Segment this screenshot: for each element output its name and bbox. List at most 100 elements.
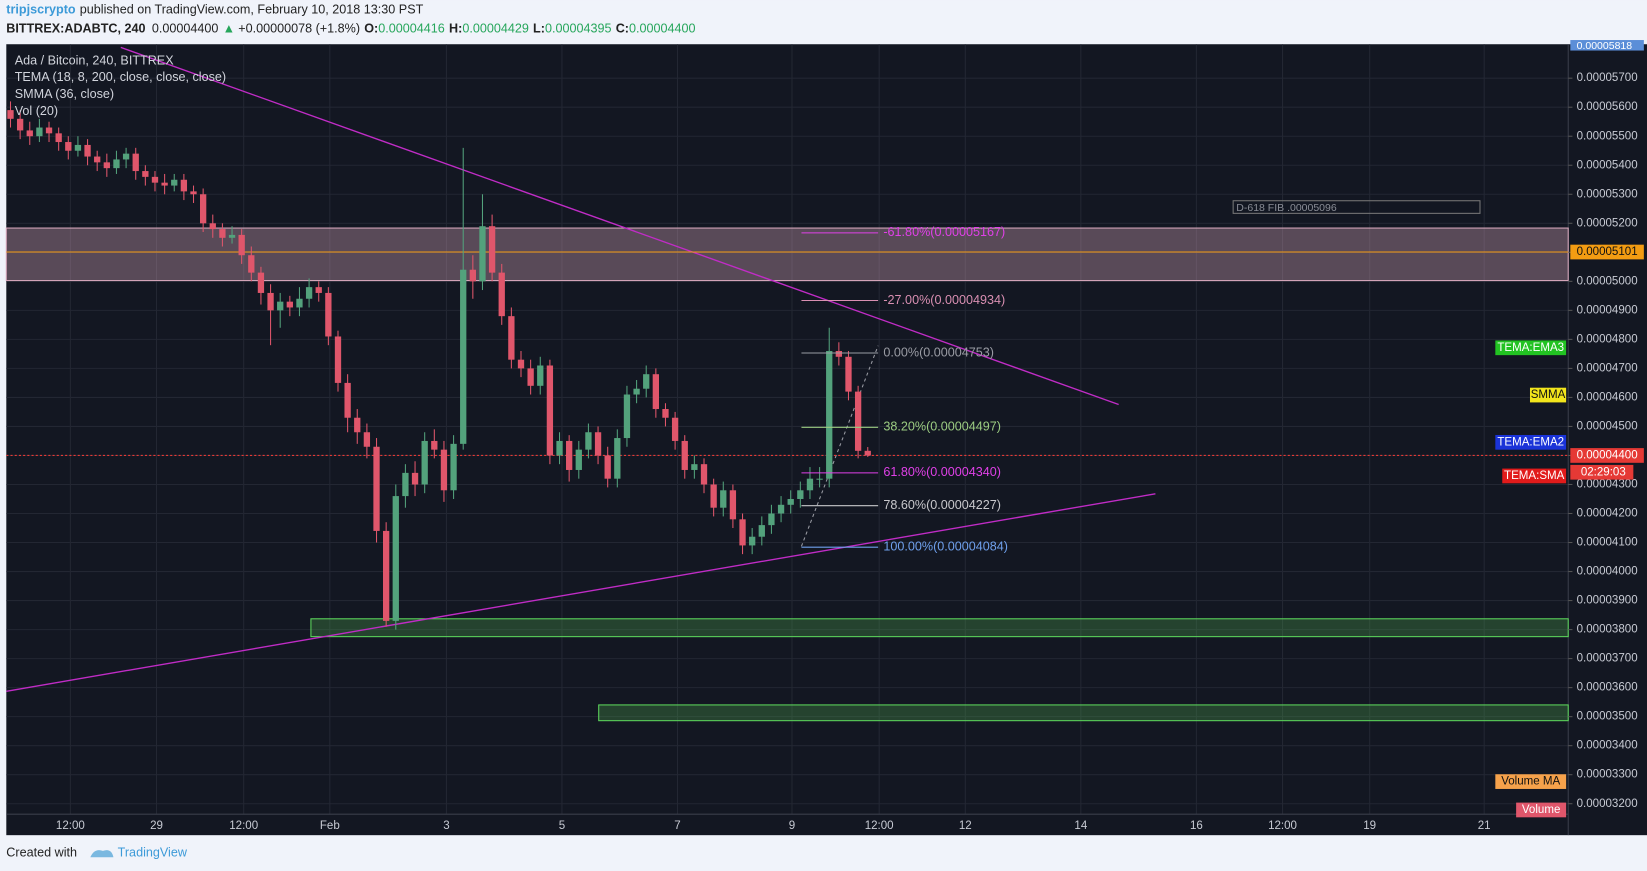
candle-body [566,440,573,470]
candle-body [614,438,621,479]
candle-body [517,359,525,369]
candle-body [527,368,534,386]
author: tripjscrypto [6,3,76,17]
l: 0.00004395 [545,22,612,36]
candle-body [354,417,361,433]
candle-body [122,153,130,160]
x-tick-label: 14 [1074,820,1087,832]
annotation: D-618 FIB .00005096 [1236,202,1337,214]
candle-body [739,519,746,546]
candle-body [450,443,457,491]
candle-body [248,255,255,273]
y-tick-label: 0.00005600 [1577,101,1638,113]
footer-created: Created with [6,845,77,859]
candle-body [45,127,53,134]
annotation-box [1232,200,1481,214]
indicator-tag [1495,340,1567,356]
candle-body [469,269,476,282]
candle-body [556,440,563,456]
y-tick-label: 0.00005400 [1577,159,1638,171]
y-tick-label: 0.00003200 [1577,798,1638,810]
header-line: tripjscrypto published on TradingView.com… [6,3,423,17]
fib-label: -27.00%(0.00004934) [883,293,1005,307]
candle-body [488,226,496,273]
candle-body [190,191,197,195]
candle-body [806,478,814,491]
candle-body [228,234,236,238]
candle-body [286,301,293,308]
h: 0.00004429 [462,22,529,36]
indicator-tag [1516,802,1567,818]
candle-body [835,350,843,357]
y-tick-label: 0.00005300 [1577,188,1638,200]
top-badge-label: 0.00005818 [1577,40,1633,52]
candle-body [305,287,313,299]
candle-body [758,525,765,537]
candle-body [7,110,14,119]
candle-body [749,536,756,546]
candle-body [113,159,120,169]
y-tick-label: 0.00004000 [1577,566,1638,578]
h-label: H: [449,22,462,36]
candle-body [431,440,438,450]
y-tick-label: 0.00004500 [1577,420,1638,432]
l-label: L: [533,22,545,36]
fib-label: 100.00%(0.00004084) [883,539,1008,553]
price-badge-label: 0.00004400 [1577,450,1638,462]
candle-body [508,316,515,360]
y-tick-label: 0.00005700 [1577,72,1638,84]
candle-body [402,472,409,497]
candle-body [277,301,284,311]
candle-body [103,162,110,169]
candle-body [55,133,62,143]
fib-label: 78.60%(0.00004227) [883,498,1001,512]
resistance-zone [5,227,1569,282]
x-tick-label: 12 [959,820,972,832]
candle-body [334,336,342,383]
legend-entry: Vol (20) [15,104,58,118]
candle-body [267,292,274,311]
candle-body [691,464,698,470]
price-badge [1570,244,1644,260]
candle-body [440,449,448,491]
y-tick-label: 0.00003500 [1577,711,1638,723]
candle-body [537,365,544,386]
candle-body [65,142,72,151]
candle-body [238,234,245,256]
x-tick-label: 9 [789,820,795,832]
candle-body [411,472,419,485]
y-tick-label: 0.00005500 [1577,130,1638,142]
x-tick-label: 19 [1363,820,1376,832]
candle-body [729,490,737,520]
fib-label: 0.00%(0.00004753) [883,345,994,359]
candle-body [344,382,351,418]
candle-body [546,365,554,456]
candle-body [710,484,717,508]
candle-body [315,287,322,293]
y-tick-label: 0.00004700 [1577,362,1638,374]
candle-body [594,432,602,456]
candle-body [777,504,785,514]
c-label: C: [616,22,629,36]
candle-body [700,464,708,485]
countdown: 02:29:03 [1581,466,1626,478]
x-tick-label: 21 [1478,820,1491,832]
footer-brand[interactable]: TradingView [118,845,188,859]
candle-body [209,223,216,230]
x-tick-label: 12:00 [56,820,85,832]
candle-body [585,432,592,450]
candle-body [199,194,207,224]
symbol: BITTREX:ADABTC, 240 [6,22,145,36]
candle-body [219,229,226,238]
x-tick-label: 12:00 [1268,820,1297,832]
candle-body [421,440,428,485]
support-zone [310,618,1569,638]
symbol-line: BITTREX:ADABTC, 240 0.00004400 ▲ +0.0000007… [6,22,695,36]
brand-logo [90,850,114,858]
price-badge-label: 0.00005101 [1577,246,1638,258]
candle-body [720,490,727,508]
candle-body [633,388,640,395]
x-tick-label: 12:00 [229,820,258,832]
candle-body [132,153,139,172]
